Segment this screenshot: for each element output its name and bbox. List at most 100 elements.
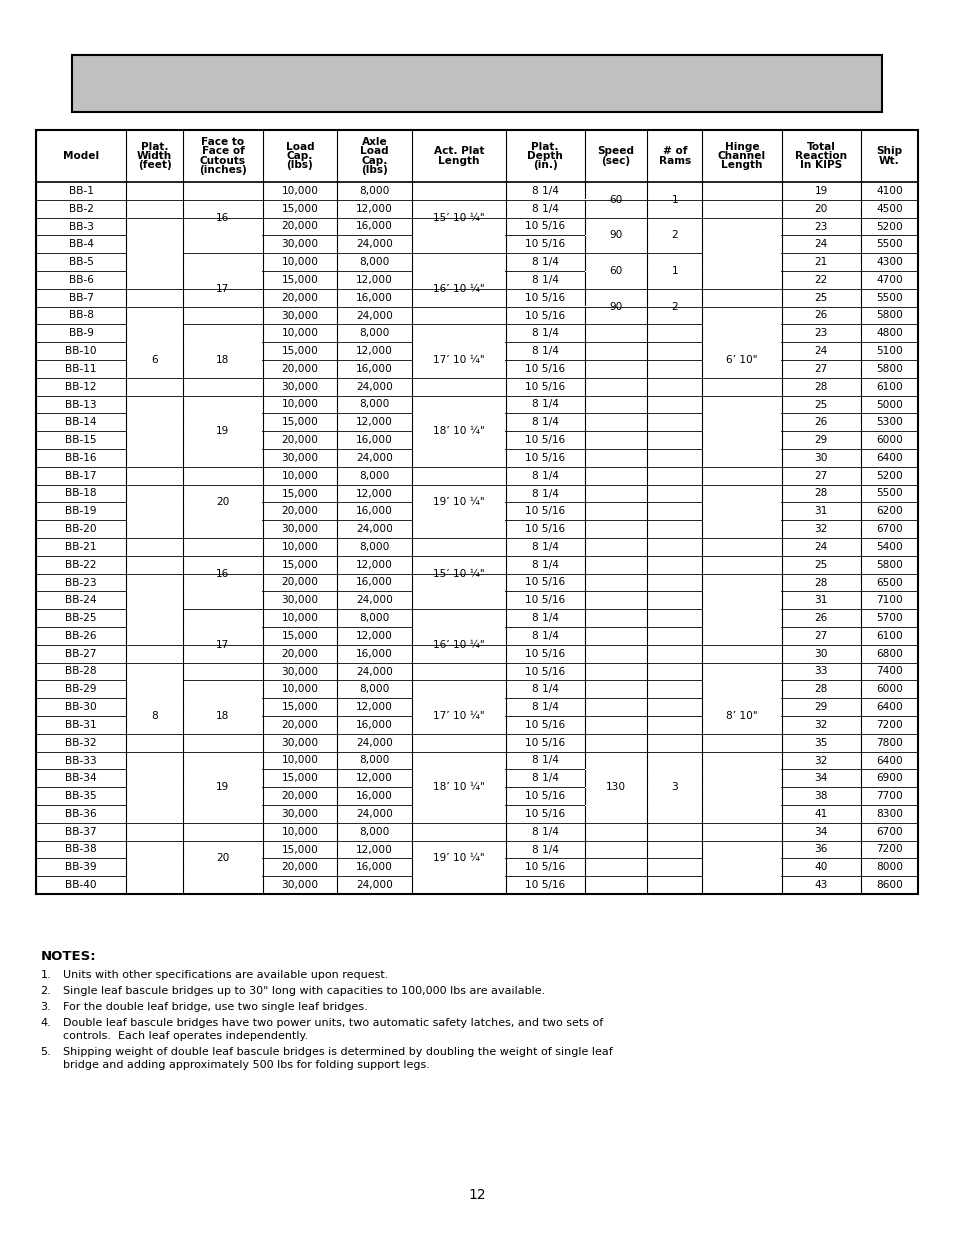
Text: 15,000: 15,000	[281, 559, 318, 569]
Text: 60: 60	[609, 195, 622, 205]
Text: 12: 12	[468, 1188, 485, 1202]
Text: BB-11: BB-11	[65, 364, 97, 374]
Text: Shipping weight of double leaf bascule bridges is determined by doubling the wei: Shipping weight of double leaf bascule b…	[63, 1047, 612, 1057]
Text: 10 5/16: 10 5/16	[524, 310, 565, 321]
Text: BB-20: BB-20	[65, 524, 97, 534]
Text: 18: 18	[216, 711, 230, 721]
Text: 6: 6	[152, 354, 158, 366]
Text: 8 1/4: 8 1/4	[531, 346, 558, 356]
Text: 18’ 10 ¼": 18’ 10 ¼"	[433, 782, 484, 792]
Text: 20,000: 20,000	[281, 435, 318, 445]
Text: 8 1/4: 8 1/4	[531, 845, 558, 855]
Text: Model: Model	[63, 151, 99, 161]
Text: Ship: Ship	[876, 146, 902, 157]
Text: 90: 90	[609, 301, 622, 311]
Text: 24,000: 24,000	[355, 667, 393, 677]
Text: 7200: 7200	[875, 720, 902, 730]
Text: BB-28: BB-28	[65, 667, 97, 677]
Text: 5500: 5500	[875, 293, 902, 303]
Text: 30: 30	[814, 453, 827, 463]
Text: 8,000: 8,000	[359, 756, 390, 766]
Text: Speed: Speed	[597, 146, 634, 157]
Text: 6400: 6400	[875, 453, 902, 463]
Text: 24: 24	[814, 240, 827, 249]
Text: BB-22: BB-22	[65, 559, 97, 569]
Text: 41: 41	[814, 809, 827, 819]
Text: controls.  Each leaf operates independently.: controls. Each leaf operates independent…	[63, 1031, 308, 1041]
Text: Load: Load	[360, 146, 389, 157]
Text: 1: 1	[671, 266, 678, 275]
Text: 5200: 5200	[875, 221, 902, 231]
Text: Cap.: Cap.	[287, 151, 313, 161]
Text: 6900: 6900	[875, 773, 902, 783]
Text: 30,000: 30,000	[281, 809, 318, 819]
Text: 4700: 4700	[875, 275, 902, 285]
Text: 10,000: 10,000	[281, 399, 318, 410]
Text: 15,000: 15,000	[281, 275, 318, 285]
Text: 8,000: 8,000	[359, 542, 390, 552]
Text: 8,000: 8,000	[359, 613, 390, 624]
Text: 15,000: 15,000	[281, 845, 318, 855]
Text: BB-17: BB-17	[65, 471, 97, 480]
Text: 8 1/4: 8 1/4	[531, 703, 558, 713]
Text: 15,000: 15,000	[281, 489, 318, 499]
Text: 10 5/16: 10 5/16	[524, 809, 565, 819]
Text: BB-38: BB-38	[65, 845, 97, 855]
Text: 8 1/4: 8 1/4	[531, 756, 558, 766]
Text: 28: 28	[814, 578, 827, 588]
Text: Double leaf bascule bridges have two power units, two automatic safety latches, : Double leaf bascule bridges have two pow…	[63, 1018, 602, 1028]
Text: 10 5/16: 10 5/16	[524, 881, 565, 890]
Text: 5400: 5400	[875, 542, 902, 552]
Text: BB-26: BB-26	[65, 631, 97, 641]
Text: 3.: 3.	[40, 1002, 51, 1011]
Text: 4800: 4800	[875, 329, 902, 338]
Text: 4100: 4100	[875, 186, 902, 196]
Text: 8 1/4: 8 1/4	[531, 257, 558, 267]
Text: 5800: 5800	[875, 310, 902, 321]
Text: 30,000: 30,000	[281, 310, 318, 321]
Text: Plat.: Plat.	[141, 142, 169, 152]
Text: 2: 2	[671, 231, 678, 241]
Text: For the double leaf bridge, use two single leaf bridges.: For the double leaf bridge, use two sing…	[63, 1002, 367, 1011]
Text: Hinge: Hinge	[724, 142, 759, 152]
Text: 16,000: 16,000	[355, 364, 393, 374]
Text: 6200: 6200	[875, 506, 902, 516]
Text: In KIPS: In KIPS	[800, 161, 841, 170]
Text: 6800: 6800	[875, 648, 902, 658]
Text: BB-31: BB-31	[65, 720, 97, 730]
Text: 34: 34	[814, 826, 827, 836]
Text: 10 5/16: 10 5/16	[524, 293, 565, 303]
Text: 4.: 4.	[40, 1018, 51, 1028]
Text: BB-19: BB-19	[65, 506, 97, 516]
Text: 19: 19	[216, 782, 230, 792]
Text: 12,000: 12,000	[355, 773, 393, 783]
Text: BB-32: BB-32	[65, 737, 97, 747]
Text: 12,000: 12,000	[355, 559, 393, 569]
Text: 5300: 5300	[875, 417, 902, 427]
Text: 8 1/4: 8 1/4	[531, 204, 558, 214]
Text: 5.: 5.	[40, 1047, 51, 1057]
Text: 15,000: 15,000	[281, 346, 318, 356]
Text: Units with other specifications are available upon request.: Units with other specifications are avai…	[63, 969, 388, 981]
Text: 6100: 6100	[875, 382, 902, 391]
Text: BB-33: BB-33	[65, 756, 97, 766]
Text: (inches): (inches)	[199, 165, 247, 175]
Text: 24,000: 24,000	[355, 595, 393, 605]
Text: 20,000: 20,000	[281, 293, 318, 303]
Text: 19’ 10 ¼": 19’ 10 ¼"	[433, 498, 484, 508]
Text: 30,000: 30,000	[281, 737, 318, 747]
Text: 20,000: 20,000	[281, 578, 318, 588]
Text: BB-37: BB-37	[65, 826, 97, 836]
Text: (sec): (sec)	[601, 156, 630, 165]
Text: 23: 23	[814, 221, 827, 231]
Text: 8 1/4: 8 1/4	[531, 186, 558, 196]
Text: 24,000: 24,000	[355, 809, 393, 819]
Text: 29: 29	[814, 703, 827, 713]
Text: 20,000: 20,000	[281, 648, 318, 658]
Text: BB-36: BB-36	[65, 809, 97, 819]
Text: (in.): (in.)	[533, 161, 557, 170]
Text: 7100: 7100	[875, 595, 902, 605]
Text: 6400: 6400	[875, 756, 902, 766]
Text: 5800: 5800	[875, 559, 902, 569]
Text: 8,000: 8,000	[359, 329, 390, 338]
